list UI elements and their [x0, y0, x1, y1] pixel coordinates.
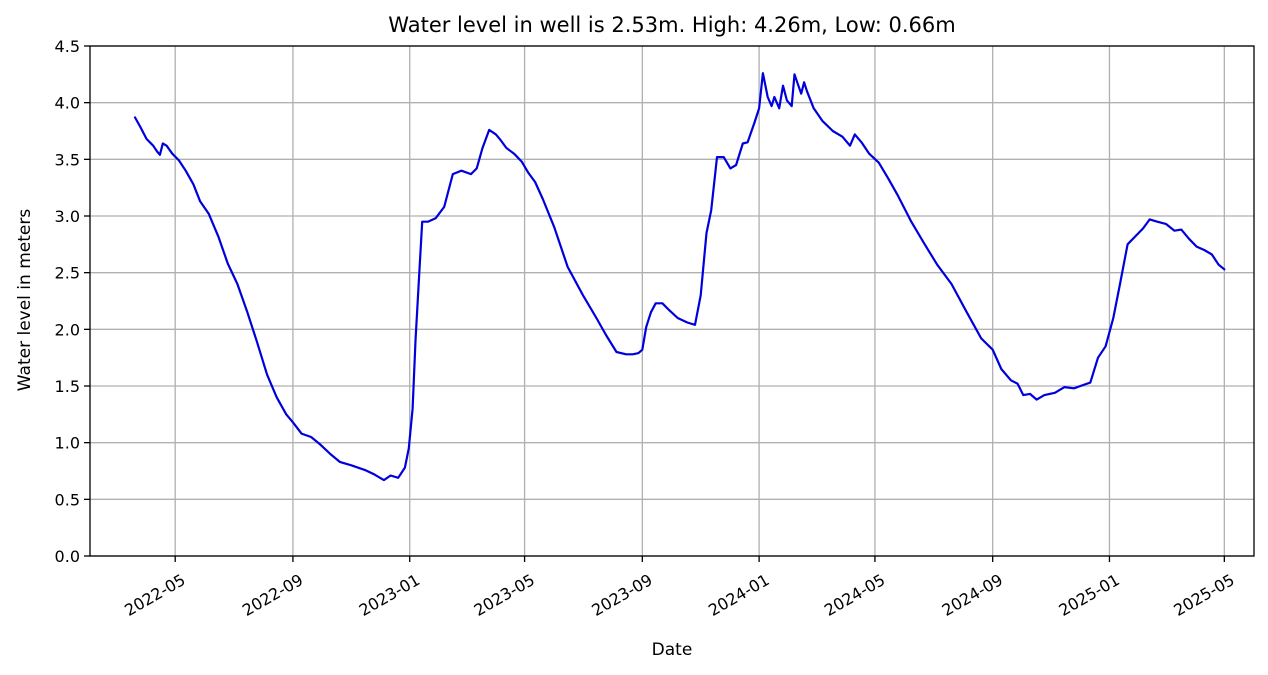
y-axis-label: Water level in meters — [15, 209, 35, 392]
series-line-0 — [133, 72, 1226, 482]
y-tick-label: 3.5 — [55, 150, 80, 169]
grid-layer — [90, 45, 1254, 557]
x-axis-label: Date — [652, 640, 693, 660]
y-tick-label: 0.5 — [55, 490, 80, 509]
y-tick-label: 1.5 — [55, 377, 80, 396]
chart-title: Water level in well is 2.53m. High: 4.26… — [388, 13, 955, 37]
plot-frame — [89, 45, 1255, 557]
y-tick-label: 1.0 — [55, 434, 80, 453]
y-tick-label: 3.0 — [55, 207, 80, 226]
y-tick-label: 4.5 — [55, 37, 80, 56]
y-tick-label: 0.0 — [55, 547, 80, 566]
series-layer — [133, 72, 1226, 482]
y-tick-label: 2.0 — [55, 320, 80, 339]
y-tick-label: 2.5 — [55, 264, 80, 283]
y-tick-label: 4.0 — [55, 94, 80, 113]
